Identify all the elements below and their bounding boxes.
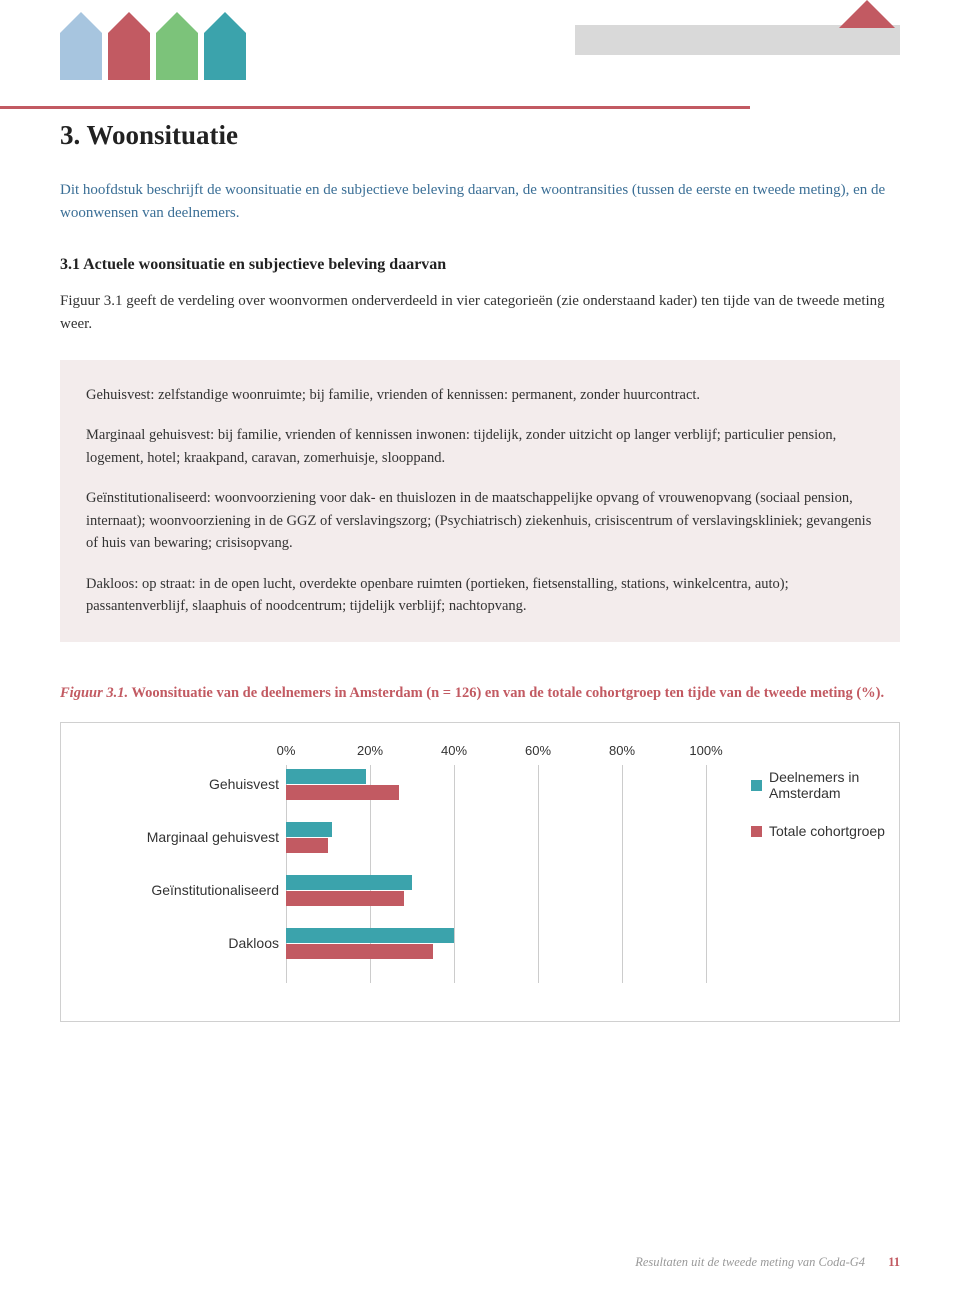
legend-swatch-icon xyxy=(751,780,762,791)
section-heading: 3.1 Actuele woonsituatie en subjectieve … xyxy=(60,256,900,274)
figure-number: Figuur 3.1. xyxy=(60,685,128,701)
header-bar xyxy=(575,25,900,55)
chart-category-label: Gehuisvest xyxy=(79,776,279,792)
header-house-icons xyxy=(60,0,246,80)
chart-x-tick-label: 80% xyxy=(609,743,635,758)
chart-x-tick-label: 0% xyxy=(277,743,296,758)
header-divider xyxy=(0,106,750,109)
chart-gridline xyxy=(454,765,455,983)
legend-item: Deelnemers in Amsterdam xyxy=(751,769,899,801)
page-footer: Resultaten uit de tweede meting van Coda… xyxy=(635,1255,900,1270)
footer-text: Resultaten uit de tweede meting van Coda… xyxy=(635,1255,865,1269)
chart-bar xyxy=(286,822,332,837)
house-icon xyxy=(204,0,246,80)
chart-bar xyxy=(286,928,454,943)
chart-bar xyxy=(286,944,433,959)
figure-caption: Figuur 3.1. Woonsituatie van de deelneme… xyxy=(60,682,900,704)
chart-bar xyxy=(286,875,412,890)
house-icon xyxy=(156,0,198,80)
chart-category-label: Dakloos xyxy=(79,935,279,951)
chart-gridline xyxy=(622,765,623,983)
definition-gehuisvest: Gehuisvest: zelfstandige woonruimte; bij… xyxy=(86,384,874,406)
chart-gridline xyxy=(706,765,707,983)
chart-bar xyxy=(286,785,399,800)
definition-geinstitutionaliseerd: Geïnstitutionaliseerd: woonvoorziening v… xyxy=(86,487,874,554)
chart-bar xyxy=(286,891,404,906)
legend-swatch-icon xyxy=(751,826,762,837)
figure-caption-text: Woonsituatie van de deelnemers in Amster… xyxy=(128,685,884,701)
chart-legend: Deelnemers in Amsterdam Totale cohortgro… xyxy=(751,769,899,861)
chart-x-tick-label: 40% xyxy=(441,743,467,758)
chart-category-label: Geïnstitutionaliseerd xyxy=(79,882,279,898)
header-chevron-icon xyxy=(839,0,895,28)
body-paragraph: Figuur 3.1 geeft de verdeling over woonv… xyxy=(60,290,900,337)
chart-x-tick-label: 20% xyxy=(357,743,383,758)
definition-dakloos: Dakloos: op straat: in de open lucht, ov… xyxy=(86,573,874,618)
chart-x-tick-label: 100% xyxy=(689,743,722,758)
bar-chart: 0% 20% 40% 60% 80% 100% Deelnemers in Amsterd… xyxy=(60,722,900,1022)
chapter-title: 3. Woonsituatie xyxy=(60,120,900,151)
legend-label: Totale cohortgroep xyxy=(769,823,885,839)
chart-x-tick-label: 60% xyxy=(525,743,551,758)
chart-category-label: Marginaal gehuisvest xyxy=(79,829,279,845)
house-icon xyxy=(108,0,150,80)
chart-gridline xyxy=(538,765,539,983)
legend-item: Totale cohortgroep xyxy=(751,823,899,839)
chart-bar xyxy=(286,838,328,853)
legend-label: Deelnemers in Amsterdam xyxy=(769,769,899,801)
page-number: 11 xyxy=(888,1255,900,1269)
chart-bar xyxy=(286,769,366,784)
definition-marginaal: Marginaal gehuisvest: bij familie, vrien… xyxy=(86,424,874,469)
house-icon xyxy=(60,0,102,80)
definitions-box: Gehuisvest: zelfstandige woonruimte; bij… xyxy=(60,360,900,642)
intro-paragraph: Dit hoofdstuk beschrijft de woonsituatie… xyxy=(60,179,900,226)
